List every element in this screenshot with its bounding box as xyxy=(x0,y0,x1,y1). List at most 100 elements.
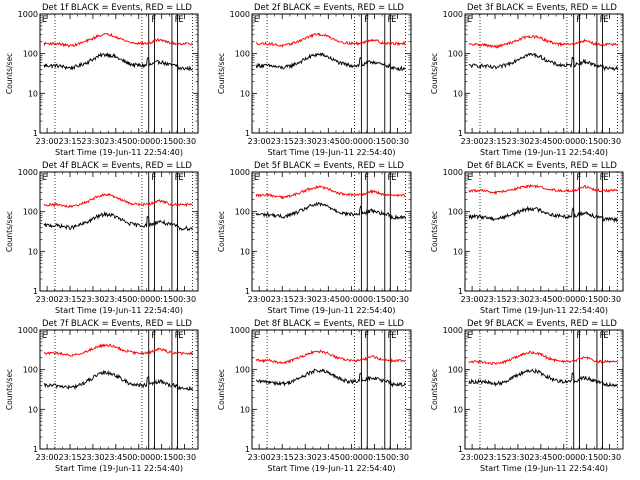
plot-frame xyxy=(39,13,199,134)
y-tick-label: 10 xyxy=(453,405,463,414)
x-tick-label: 23:45 xyxy=(104,137,127,146)
y-tick-label: 100 xyxy=(23,366,38,375)
x-tick-label: 23:30 xyxy=(81,295,104,304)
event-marker-label: F xyxy=(175,331,180,341)
x-tick-label: 00:00 xyxy=(127,137,150,146)
x-tick-label: 00:00 xyxy=(552,295,575,304)
y-tick-label: 10 xyxy=(28,405,38,414)
y-tick-label: 1000 xyxy=(230,326,250,335)
x-tick-label: 00:15 xyxy=(575,453,598,462)
plot-frame xyxy=(251,171,412,292)
event-marker-label: E xyxy=(467,173,472,183)
event-marker-label: F xyxy=(387,15,392,25)
x-tick-label: 00:15 xyxy=(575,137,598,146)
series-line-lld xyxy=(255,349,406,365)
x-tick-label: 23:00 xyxy=(248,137,271,146)
event-marker-label: F xyxy=(576,15,581,25)
x-tick-label: 23:00 xyxy=(36,295,59,304)
event-marker-label: F xyxy=(151,15,156,25)
y-tick-label: 100 xyxy=(23,208,38,217)
y-tick-label: 10 xyxy=(28,89,38,98)
y-tick-label: 1 xyxy=(245,287,250,296)
series-line-lld xyxy=(43,32,193,48)
x-tick-label: 23:15 xyxy=(271,295,294,304)
x-tick-label: 00:00 xyxy=(340,295,363,304)
event-marker-label: F xyxy=(364,331,369,341)
x-tick-label: 00:00 xyxy=(552,137,575,146)
series-line-events xyxy=(43,210,193,232)
y-tick-label: 10 xyxy=(240,405,250,414)
plot-frame xyxy=(251,13,412,134)
event-marker-label: E xyxy=(178,173,183,183)
y-tick-label: 1000 xyxy=(18,10,38,19)
y-tick-label: 10 xyxy=(240,89,250,98)
plot-frame xyxy=(464,329,624,450)
series-line-lld xyxy=(468,350,618,366)
event-marker-label: E xyxy=(467,331,472,341)
x-tick-label: 23:45 xyxy=(317,295,340,304)
event-marker-label: E xyxy=(391,173,396,183)
event-marker-label: F xyxy=(600,331,605,341)
x-tick-label: 23:15 xyxy=(271,137,294,146)
x-tick-label: 23:30 xyxy=(506,453,529,462)
x-tick-label: 00:00 xyxy=(127,453,150,462)
detector-panel: Det 1f BLACK = Events, RED = LLD Counts/s… xyxy=(5,3,199,157)
x-tick-label: 23:15 xyxy=(58,295,81,304)
event-marker-label: E xyxy=(178,331,183,341)
x-tick-label: 23:45 xyxy=(104,453,127,462)
y-axis-label: Counts/sec xyxy=(430,53,439,94)
x-tick-label: 00:15 xyxy=(150,137,173,146)
panel-title: Det 5f BLACK = Events, RED = LLD xyxy=(254,161,404,171)
event-marker-label: E xyxy=(254,15,259,25)
x-tick-label: 00:30 xyxy=(173,137,196,146)
y-axis-label: Counts/sec xyxy=(217,369,226,410)
x-tick-label: 23:30 xyxy=(506,295,529,304)
y-axis-label: Counts/sec xyxy=(217,211,226,252)
y-axis-label: Counts/sec xyxy=(430,369,439,410)
series-line-lld xyxy=(255,32,406,48)
x-tick-label: 00:30 xyxy=(173,295,196,304)
x-axis-label: Start Time (19-Jun-11 22:54:40) xyxy=(268,148,396,157)
x-axis-label: Start Time (19-Jun-11 22:54:40) xyxy=(55,148,183,157)
y-axis-label: Counts/sec xyxy=(5,211,14,252)
y-tick-label: 1000 xyxy=(18,326,38,335)
panel-title: Det 4f BLACK = Events, RED = LLD xyxy=(42,161,192,171)
plot-frame xyxy=(464,171,624,292)
plot-frame xyxy=(39,329,199,450)
event-marker-label: F xyxy=(576,331,581,341)
x-tick-label: 23:45 xyxy=(529,295,552,304)
x-tick-label: 23:30 xyxy=(506,137,529,146)
y-axis-label: Counts/sec xyxy=(5,53,14,94)
x-tick-label: 23:45 xyxy=(104,295,127,304)
x-tick-label: 23:00 xyxy=(461,453,484,462)
y-tick-label: 100 xyxy=(448,366,463,375)
event-marker-label: F xyxy=(600,15,605,25)
x-tick-label: 00:30 xyxy=(386,137,409,146)
y-axis-label: Counts/sec xyxy=(5,369,14,410)
x-tick-label: 00:15 xyxy=(150,453,173,462)
y-tick-label: 1 xyxy=(33,445,38,454)
event-marker-label: F xyxy=(175,15,180,25)
series-line-events xyxy=(255,201,406,220)
x-tick-label: 00:00 xyxy=(552,453,575,462)
x-tick-label: 23:30 xyxy=(294,137,317,146)
y-axis-label: Counts/sec xyxy=(430,211,439,252)
y-tick-label: 1000 xyxy=(230,10,250,19)
event-marker-label: F xyxy=(387,331,392,341)
x-tick-label: 00:00 xyxy=(340,137,363,146)
x-tick-label: 00:30 xyxy=(598,453,621,462)
event-marker-label: E xyxy=(178,15,183,25)
event-marker-label: F xyxy=(175,173,180,183)
x-tick-label: 23:00 xyxy=(461,295,484,304)
y-tick-label: 10 xyxy=(453,247,463,256)
panel-title: Det 3f BLACK = Events, RED = LLD xyxy=(467,3,617,13)
series-line-events xyxy=(43,52,193,72)
y-tick-label: 100 xyxy=(23,50,38,59)
y-tick-label: 1 xyxy=(458,129,463,138)
y-tick-label: 10 xyxy=(28,247,38,256)
x-tick-label: 23:45 xyxy=(529,137,552,146)
x-tick-label: 00:15 xyxy=(363,295,386,304)
y-tick-label: 1 xyxy=(33,129,38,138)
event-marker-label: E xyxy=(254,331,259,341)
detector-panel: Det 3f BLACK = Events, RED = LLD Counts/s… xyxy=(430,3,624,157)
